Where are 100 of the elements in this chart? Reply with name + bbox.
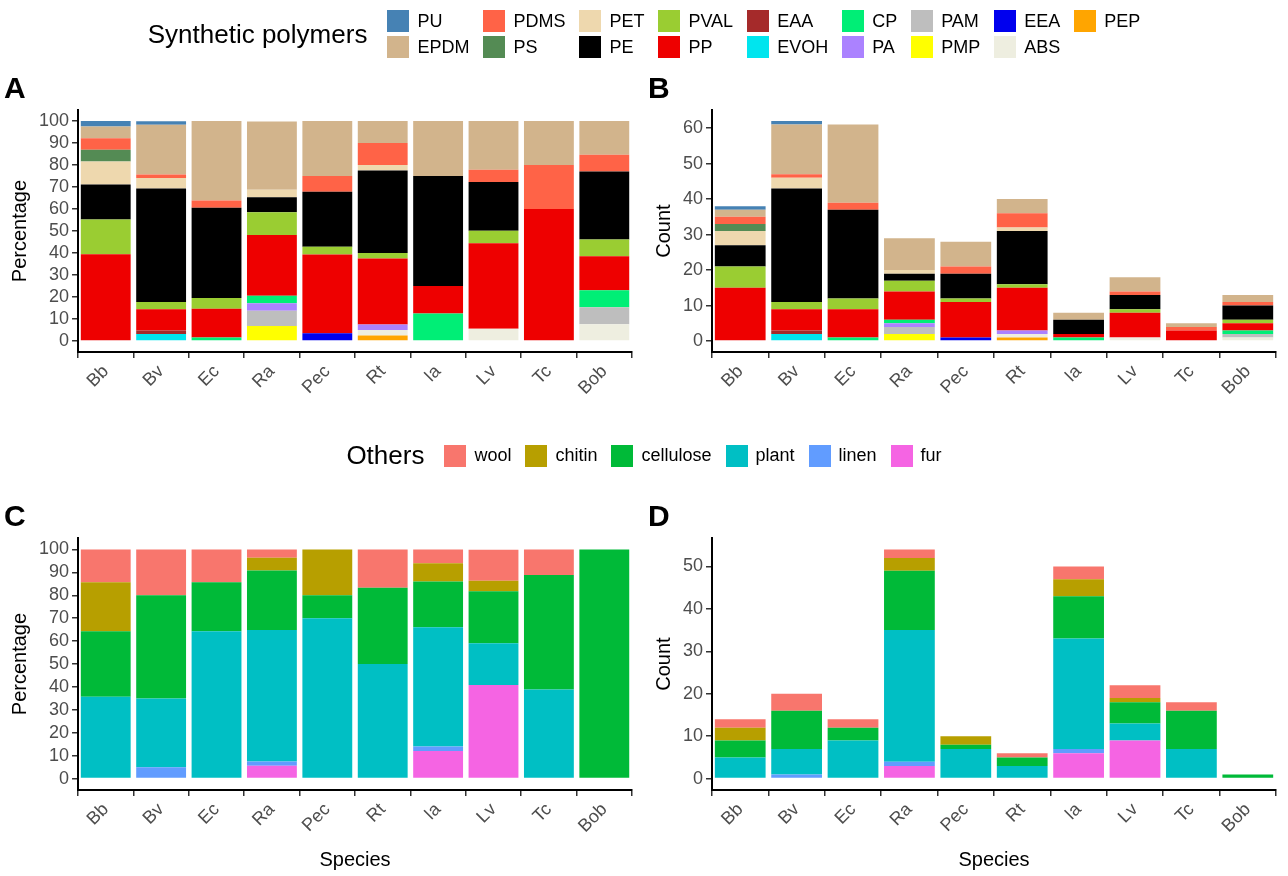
bar [1166,323,1217,327]
bar [136,767,187,778]
bar [80,121,131,127]
legend-label: PVAL [688,10,734,32]
bar [771,330,822,334]
y-tick-label: 70 [49,607,70,628]
y-tick-label: 50 [49,220,70,241]
bar [468,643,519,685]
bar [714,209,766,217]
x-tick-label: Pec [297,360,334,397]
legend-label: CP [872,10,898,32]
bar [302,176,353,192]
y-tick-label: 20 [49,286,70,307]
legend-label: linen [838,445,877,466]
y-tick-label: 30 [682,223,704,244]
bar [80,219,131,255]
bar [191,297,242,309]
y-tick-label: 90 [49,561,70,582]
bar [884,630,935,762]
x-tick-label: Tc [528,798,556,826]
x-tick-label: Bob [573,798,611,836]
legend-label: PA [872,36,895,58]
x-tick-label: Ec [830,360,860,390]
x-tick-label: Bob [573,360,611,398]
x-tick-label: Tc [528,360,556,388]
bar [884,761,935,766]
x-tick-label: Bv [773,798,803,828]
bar [884,765,935,778]
bar [714,719,766,728]
bar [191,308,242,338]
chart-title: D [648,499,670,533]
x-tick-label: Bb [82,360,113,391]
x-tick-label: Rt [362,798,390,826]
legend-label: PU [417,10,443,32]
bar [579,256,630,291]
bar [827,740,879,778]
bar [771,121,822,125]
bar [996,287,1048,331]
legend-label: PP [688,36,713,58]
x-axis-title: Species [958,847,1030,870]
bar [80,696,131,778]
bar [827,727,879,741]
legend-title: Others [346,440,425,471]
bar [771,693,822,711]
legend-label: fur [920,445,942,466]
bar [80,138,131,150]
bar [771,710,822,749]
y-tick-label: 60 [49,630,70,651]
bar [940,266,992,274]
bar [468,181,519,231]
bar [302,246,353,255]
bar [884,280,935,292]
bar [468,328,519,341]
chart-title: C [4,499,26,533]
bar [579,549,630,778]
bar [136,188,187,303]
bar [191,582,242,632]
y-tick-label: 10 [49,308,70,329]
bar [1222,302,1274,306]
bar [80,149,131,162]
bar [357,549,408,588]
bar [136,302,187,310]
bar [136,698,187,768]
bar [1109,697,1161,703]
x-tick-label: Lv [1113,360,1142,389]
y-axis-title: Count [651,203,674,258]
bar [413,313,464,341]
bar [468,591,519,644]
bar [246,197,297,213]
y-tick-label: 10 [682,294,704,315]
bar [523,165,574,210]
x-tick-label: Pec [936,360,973,397]
legend-label: PDMS [513,10,566,32]
bar [468,121,519,170]
bar [1109,294,1161,310]
bar [1053,319,1104,334]
bar [468,230,519,244]
x-tick-label: Rt [362,360,390,388]
y-tick-label: 10 [49,744,70,765]
bar [413,627,464,747]
legend-label: PET [609,10,645,32]
bar [357,258,408,325]
y-axis-title: Count [651,636,674,691]
y-tick-label: 70 [49,175,70,196]
bar [1053,579,1104,597]
bar [827,298,879,310]
y-tick-label: 50 [682,152,704,173]
bar [191,631,242,778]
x-tick-label: Lv [472,360,500,389]
bar [771,174,822,178]
bar [302,121,353,177]
bar [1166,748,1217,778]
bar [1222,323,1274,331]
bar [884,273,935,281]
y-tick-label: 80 [49,153,70,174]
bar [940,736,992,745]
bar [136,121,187,125]
bar [579,239,630,257]
bar [357,330,408,336]
bar [940,241,992,267]
